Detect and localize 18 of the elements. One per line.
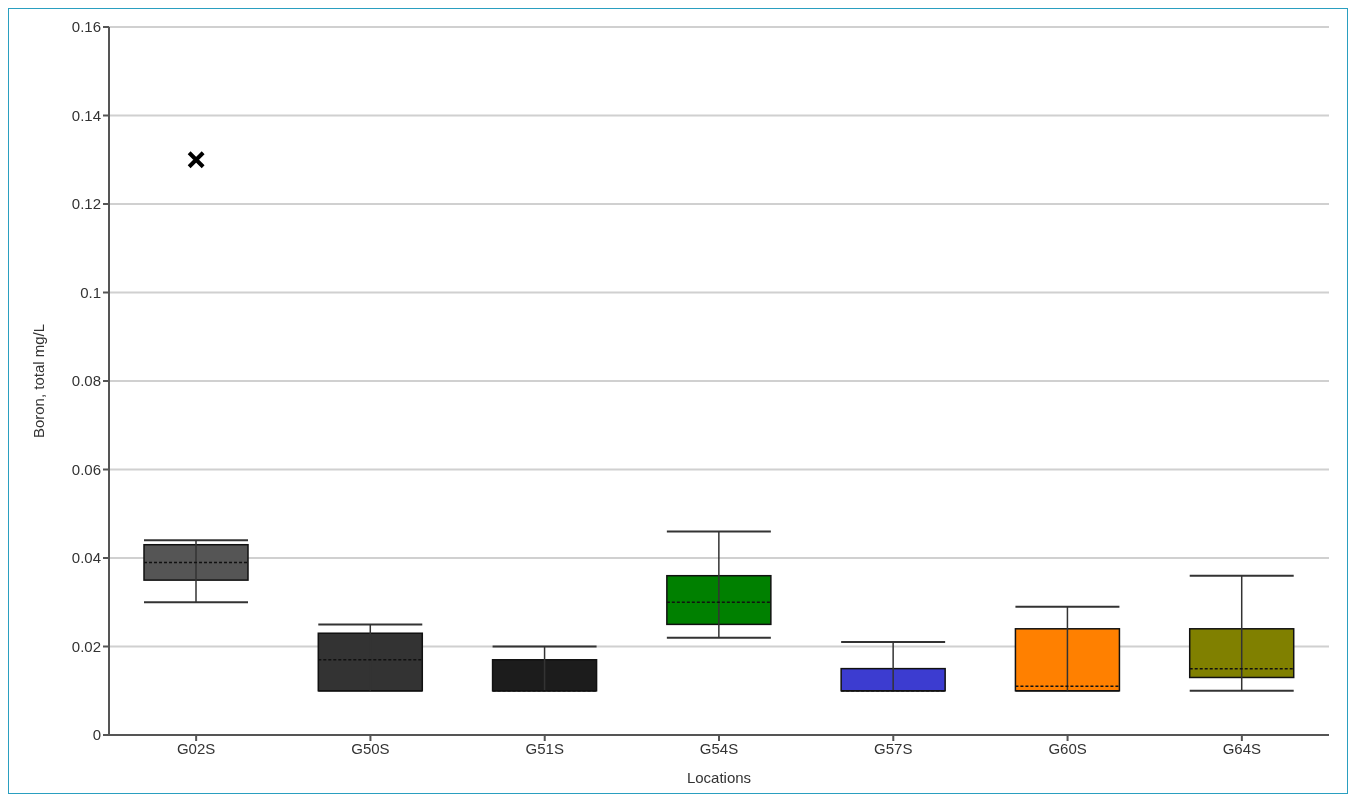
x-tick-label: G60S bbox=[1048, 739, 1087, 757]
y-axis-title: Boron, total mg/L bbox=[30, 323, 48, 439]
y-tick-label: 0.06 bbox=[71, 460, 101, 478]
y-tick-label: 0.14 bbox=[71, 106, 101, 124]
x-tick-label: G50S bbox=[351, 739, 390, 757]
y-tick-label: 0.16 bbox=[71, 18, 101, 36]
y-tick-label: 0.04 bbox=[71, 549, 101, 567]
x-tick-label: G51S bbox=[525, 739, 564, 757]
x-axis-title: Locations bbox=[686, 769, 752, 786]
y-tick-label: 0.1 bbox=[80, 283, 101, 301]
y-tick-label: 0.12 bbox=[71, 195, 101, 213]
x-tick-label: G64S bbox=[1222, 739, 1262, 757]
y-tick-label: 0.02 bbox=[71, 637, 101, 655]
x-tick-label: G57S bbox=[874, 739, 913, 757]
y-tick-label: 0 bbox=[92, 726, 101, 744]
y-tick-label: 0.08 bbox=[71, 372, 101, 390]
x-tick-label: G54S bbox=[699, 739, 739, 757]
x-tick-label: G02S bbox=[176, 739, 216, 757]
